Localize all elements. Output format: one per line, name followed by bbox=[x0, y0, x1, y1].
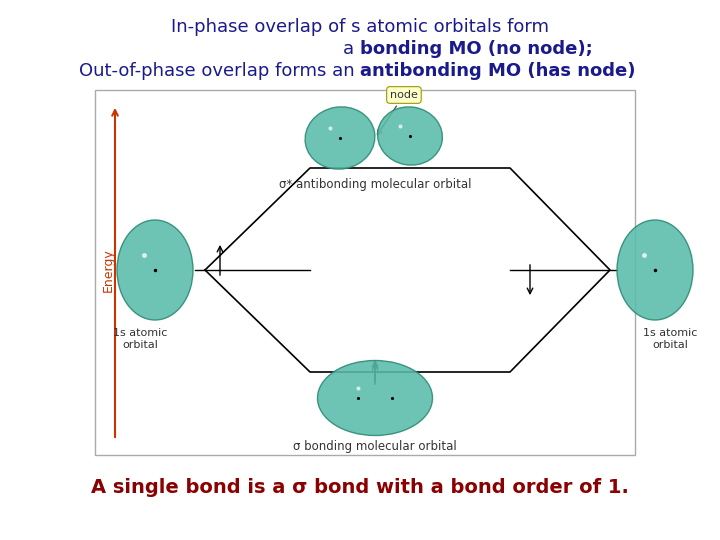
Ellipse shape bbox=[305, 107, 375, 169]
Text: Out-of-phase overlap forms an: Out-of-phase overlap forms an bbox=[78, 62, 360, 80]
Text: a: a bbox=[343, 40, 360, 58]
Text: 1s atomic
orbital: 1s atomic orbital bbox=[643, 328, 697, 349]
Text: antibonding MO (has node): antibonding MO (has node) bbox=[360, 62, 636, 80]
Text: σ bonding molecular orbital: σ bonding molecular orbital bbox=[293, 440, 457, 453]
Ellipse shape bbox=[617, 220, 693, 320]
Text: node: node bbox=[377, 90, 418, 134]
Text: Energy: Energy bbox=[102, 248, 114, 292]
Text: In-phase overlap of s atomic orbitals form: In-phase overlap of s atomic orbitals fo… bbox=[171, 18, 549, 36]
Ellipse shape bbox=[318, 361, 433, 435]
Text: σ* antibonding molecular orbital: σ* antibonding molecular orbital bbox=[279, 178, 472, 191]
Text: A single bond is a σ bond with a bond order of 1.: A single bond is a σ bond with a bond or… bbox=[91, 478, 629, 497]
Ellipse shape bbox=[377, 107, 442, 165]
Ellipse shape bbox=[117, 220, 193, 320]
Text: 1s atomic
orbital: 1s atomic orbital bbox=[113, 328, 167, 349]
Text: bonding MO (no node);: bonding MO (no node); bbox=[360, 40, 593, 58]
Bar bbox=[95, 90, 635, 455]
